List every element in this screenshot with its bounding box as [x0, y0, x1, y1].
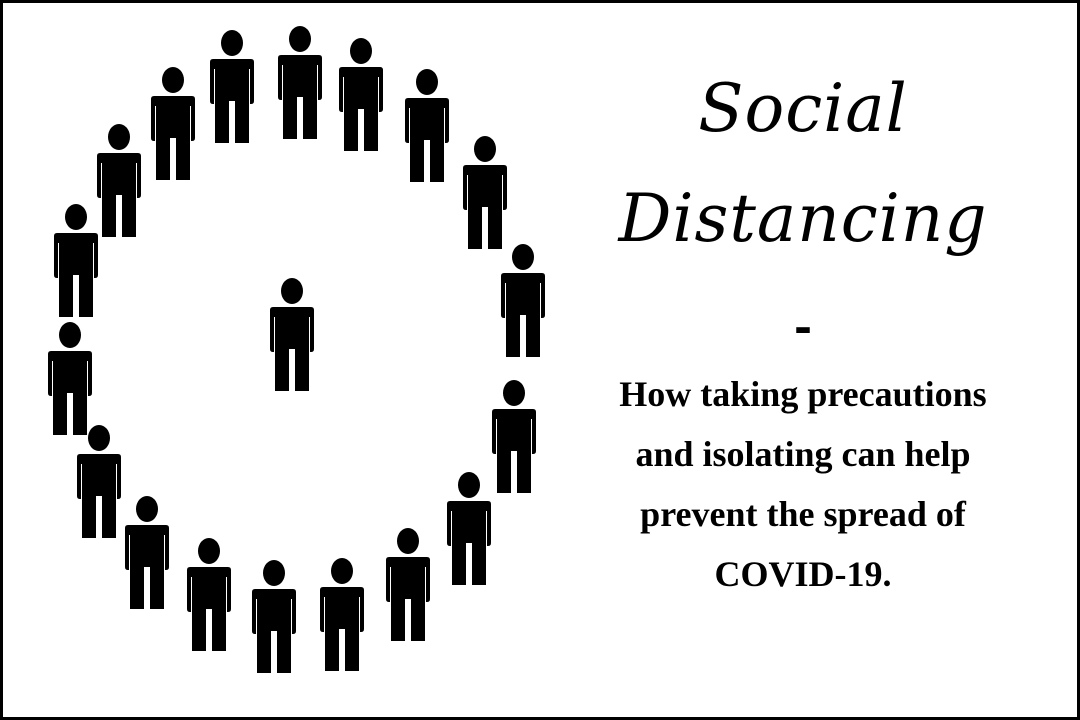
subtitle-line-2: and isolating can help — [635, 434, 971, 474]
title-line-1: Social — [698, 70, 908, 147]
person-icon — [492, 380, 536, 493]
subtitle-line-1: How taking precautions — [619, 374, 987, 414]
person-icon — [187, 538, 231, 651]
title-line-2: Distancing — [618, 180, 988, 257]
person-icon — [252, 560, 296, 673]
person-icon — [320, 558, 364, 671]
person-icon — [97, 124, 141, 237]
person-icon — [151, 67, 195, 180]
person-icon — [54, 204, 98, 317]
person-icon — [386, 528, 430, 641]
person-icon — [463, 136, 507, 249]
person-icon — [278, 26, 322, 139]
person-icon — [405, 69, 449, 182]
person-icon — [125, 496, 169, 609]
subtitle-line-3: prevent the spread of — [640, 494, 966, 534]
person-icon — [48, 322, 92, 435]
center-person-icon — [270, 278, 314, 391]
person-icon — [210, 30, 254, 143]
text-panel: Social Distancing - How taking precautio… — [563, 3, 1043, 717]
person-icon — [501, 244, 545, 357]
person-icon — [447, 472, 491, 585]
person-icon — [77, 425, 121, 538]
person-icon — [339, 38, 383, 151]
figures-illustration — [48, 26, 545, 673]
subtitle-line-4: COVID-19. — [714, 554, 892, 594]
separator-dash: - — [793, 302, 813, 353]
